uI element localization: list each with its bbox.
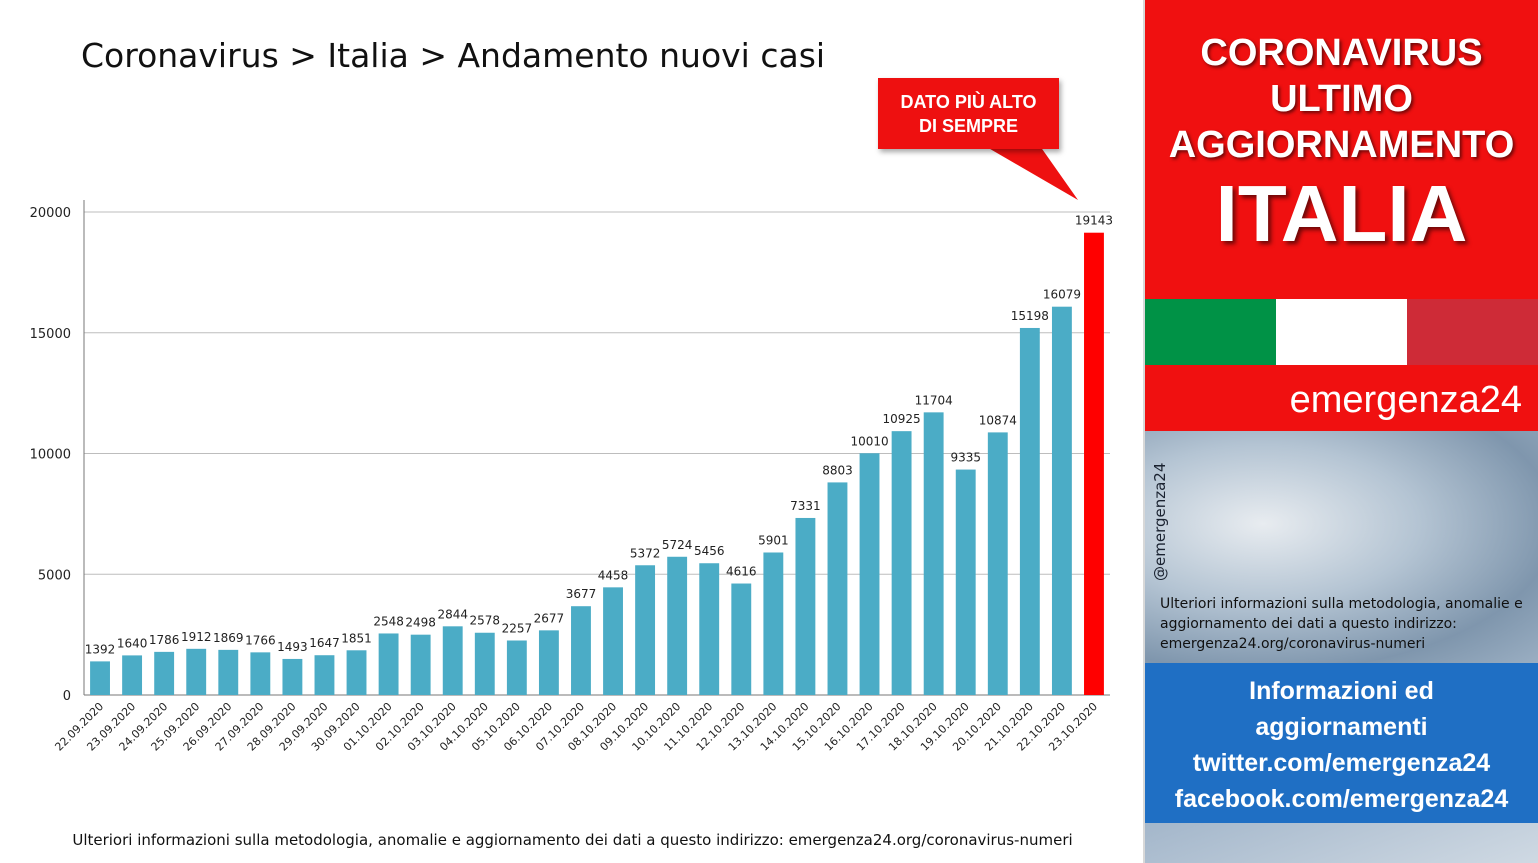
y-tick-label: 5000 [38,568,71,583]
callout-line-1: DATO PIÙ ALTO [900,91,1037,112]
data-label: 19143 [1075,214,1113,228]
bar [667,556,688,695]
data-label: 2844 [437,607,468,621]
bar [955,469,976,695]
data-label: 1392 [85,642,116,656]
social-links-box: Informazioni ed aggiornamenti twitter.co… [1145,663,1538,823]
bar [250,652,271,695]
bar [731,583,752,695]
country-name: ITALIA [1215,169,1468,258]
bar [859,453,880,695]
bar-chart: 05000100001500020000139222.09.2020164023… [30,200,1113,754]
data-label: 3677 [566,587,597,601]
bar [186,648,207,695]
bar [603,587,623,695]
bar [795,517,816,695]
data-label: 2578 [470,614,501,628]
data-label: 16079 [1043,288,1081,302]
y-tick-label: 0 [63,689,71,704]
flag-red-stripe [1407,299,1538,365]
data-label: 2548 [373,614,404,628]
data-label: 2677 [534,611,565,625]
bar [506,640,527,695]
data-label: 11704 [915,393,953,407]
data-label: 8803 [822,463,853,477]
bar [122,655,143,695]
data-label: 4616 [726,565,757,579]
headline-3: AGGIORNAMENTO [1168,124,1515,166]
headline-2: ULTIMO [1270,78,1413,120]
bar [378,633,399,695]
data-label: 1869 [213,631,244,645]
sidebar-header: CORONAVIRUS ULTIMO AGGIORNAMENTO ITALIA [1145,0,1538,299]
background-photo: @emergenza24 Ulteriori informazioni sull… [1145,431,1538,663]
twitter-link[interactable]: twitter.com/emergenza24 [1192,749,1491,777]
bar [154,651,175,695]
sidebar: CORONAVIRUS ULTIMO AGGIORNAMENTO ITALIA … [1145,0,1538,863]
y-tick-label: 20000 [30,206,71,221]
callout-pointer [985,146,1078,200]
data-label: 1851 [341,631,372,645]
links-line-2: aggiornamenti [1255,713,1428,741]
brand-bar: emergenza24 [1145,365,1538,431]
flag-white-stripe [1276,299,1407,365]
chart-panel: Coronavirus > Italia > Andamento nuovi c… [29,36,1114,849]
bar [987,432,1008,695]
bar [218,649,239,695]
bar [442,626,463,695]
data-label: 1786 [149,633,180,647]
bar [923,412,944,695]
bar [891,431,912,695]
data-label: 10010 [850,434,888,448]
facebook-link[interactable]: facebook.com/emergenza24 [1174,785,1509,813]
data-label: 5372 [630,546,661,560]
data-label: 1647 [309,636,340,650]
data-label: 10874 [979,413,1017,427]
flag-green-stripe [1145,299,1276,365]
data-label: 1640 [117,636,148,650]
sidebar-info-text: Ulteriori informazioni sulla metodologia… [1160,596,1523,652]
record-callout: DATO PIÙ ALTO DI SEMPRE [878,78,1059,149]
panel-divider [1143,0,1146,863]
data-label: 10925 [883,412,921,426]
bar [763,552,784,695]
data-label: 1912 [181,630,212,644]
data-label: 1493 [277,640,308,654]
social-handle: @emergenza24 [1151,462,1169,581]
footer-note: Ulteriori informazioni sulla metodologia… [72,831,1073,849]
y-tick-label: 10000 [30,448,71,463]
italian-flag [1145,299,1538,365]
headline-1: CORONAVIRUS [1200,32,1483,74]
bar [1051,306,1072,695]
bar [282,658,303,695]
data-label: 4458 [598,568,629,582]
y-tick-label: 15000 [30,327,71,342]
bar [1019,327,1040,695]
data-label: 5901 [758,533,789,547]
callout-line-2: DI SEMPRE [918,115,1019,136]
bar [410,634,431,695]
page-title: Coronavirus > Italia > Andamento nuovi c… [81,36,826,75]
bar [346,650,367,695]
bar [474,632,495,695]
bar [90,661,110,695]
bar [827,482,848,695]
data-label: 9335 [950,451,981,465]
data-label: 2257 [502,621,533,635]
brand-name: emergenza24 [1289,379,1522,421]
data-label: 5456 [694,544,725,558]
data-label: 5724 [662,538,693,552]
bar [538,630,559,695]
data-label: 1766 [245,633,276,647]
bar [699,563,720,695]
data-label: 2498 [405,616,436,630]
bar [314,655,335,695]
bar [1084,232,1104,696]
bar [635,565,656,695]
data-label: 15198 [1011,309,1049,323]
data-label: 7331 [790,499,821,513]
links-line-1: Informazioni ed [1249,677,1434,705]
bar [571,606,591,695]
